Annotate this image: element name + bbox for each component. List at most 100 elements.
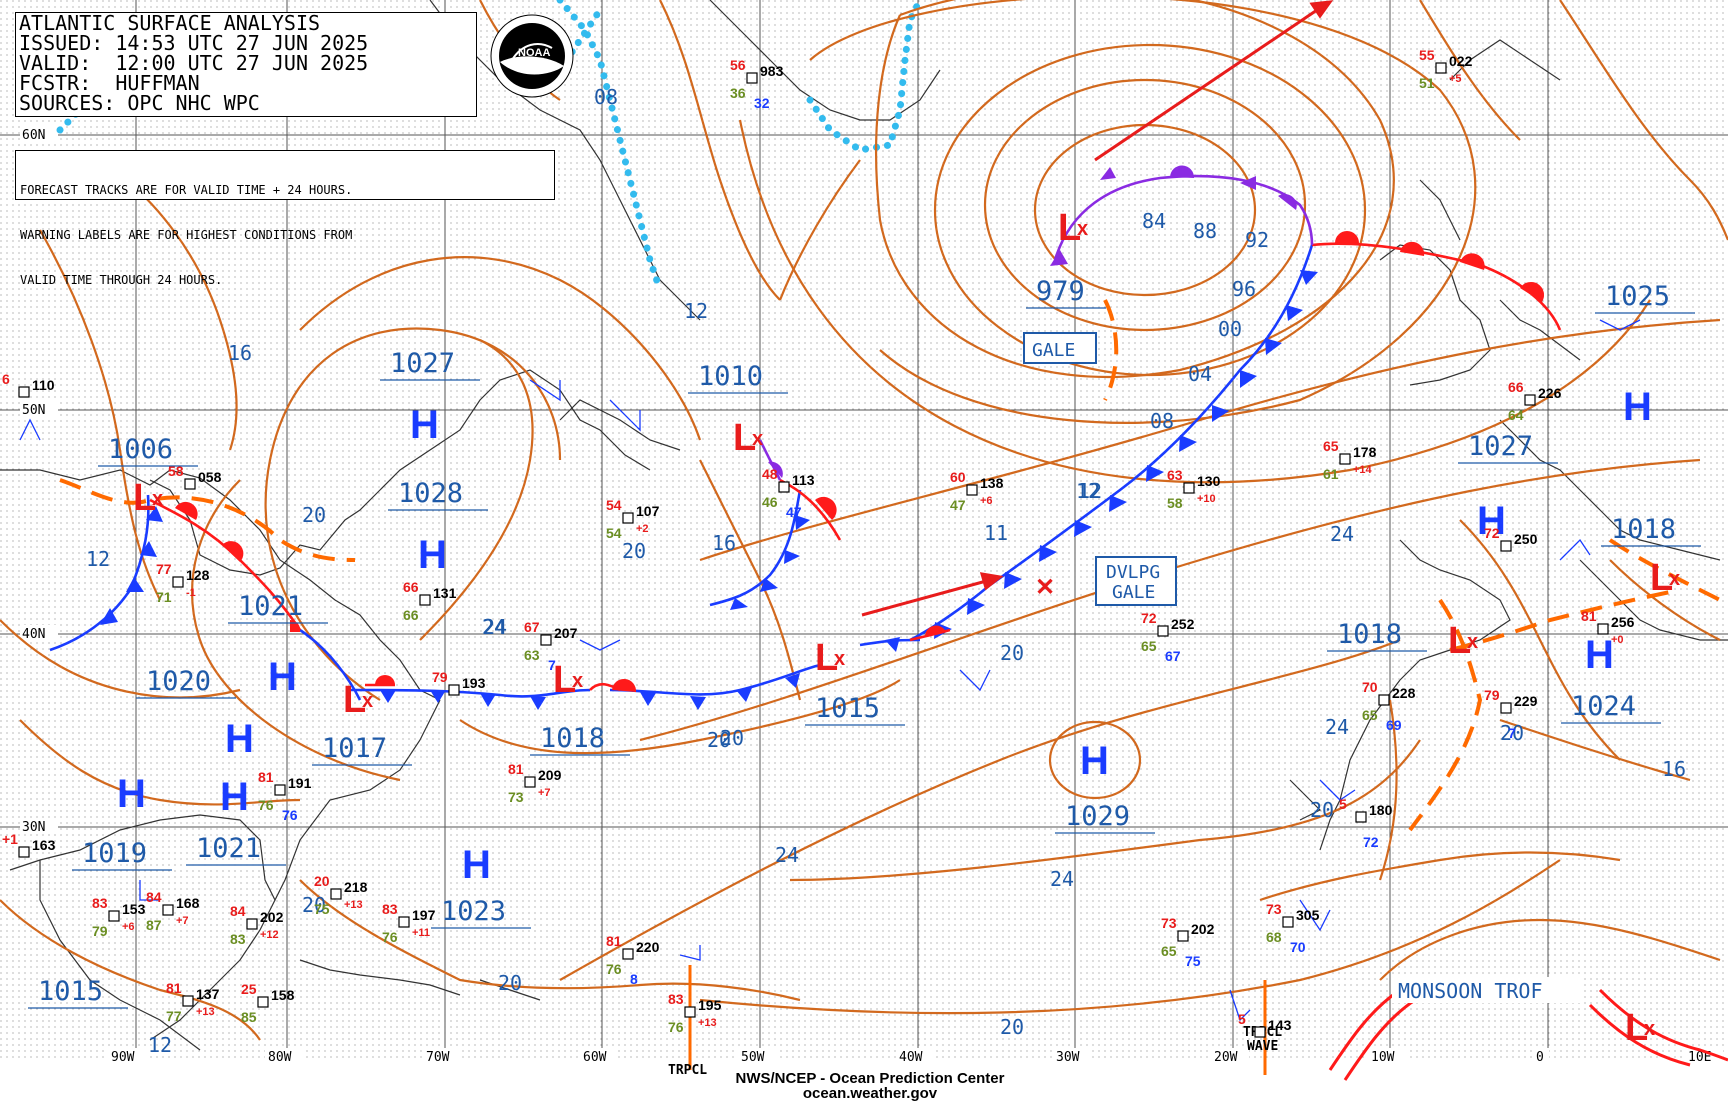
isobar-label: 00 [1218,317,1242,341]
pressure-label: 1018 [1611,514,1676,545]
isobar-label: 20 [1000,641,1024,665]
station-dewpoint: 61 [1323,466,1339,482]
high-symbol: H [410,403,439,447]
pressure-label: 1025 [1605,281,1670,312]
isobar-label: 88 [1193,219,1217,243]
station-dewpoint: 85 [241,1009,257,1025]
isobar-label: 20 [720,726,744,750]
station-temperature: 79 [432,669,448,685]
station-plot: 252 72 65 67 [1141,610,1195,664]
pressure-label: 1021 [196,833,261,864]
svg-text:DVLPG: DVLPG [1106,562,1160,583]
station-pressure: 220 [636,939,660,955]
station-temperature: 20 [314,873,330,889]
isobar-label: 20 [302,503,326,527]
station-marker [540,634,552,646]
station-plot: 163 +1 [2,831,56,858]
station-pressure: 228 [1392,685,1416,701]
station-marker [172,576,184,588]
station-marker [778,481,790,493]
svg-text:GALE: GALE [1112,582,1155,603]
isobars [0,0,1728,1041]
station-plot: 220 81 76 8 [606,933,660,987]
isobar-label: 92 [1245,228,1269,252]
isobar-label: 20 [622,539,646,563]
station-pressure: 202 [1191,921,1215,937]
station-pressure: 229 [1514,693,1538,709]
warm-front-bumps [175,231,1545,692]
station-pressure: 983 [760,63,784,79]
station-dewpoint: 76 [668,1019,684,1035]
station-temperature: 81 [606,933,622,949]
station-marker [1500,540,1512,552]
station-temperature: 81 [508,761,524,777]
station-tendency: +6 [122,921,135,933]
lon-label-20w: 20W [1214,1050,1238,1065]
isobar-label: 20 [1310,798,1334,822]
station-temperature: 5 [1339,796,1347,812]
pressure-label: 1018 [1337,619,1402,650]
station-dewpoint: 68 [1266,929,1282,945]
high-symbol: H [1477,499,1506,543]
station-pressure: 256 [1611,614,1635,630]
low-symbol: L [733,417,756,459]
station-marker [246,918,258,930]
station-marker [1282,916,1294,928]
station-temperature: 70 [1362,679,1378,695]
station-dewpoint: 73 [508,789,524,805]
station-pressure: 202 [260,909,284,925]
isobar-label: 84 [1142,209,1166,233]
station-plot: 178 65 61 +14 [1323,438,1377,482]
isobar-label: 20 [707,728,731,752]
station-temperature: 65 [1323,438,1339,454]
svg-text:x: x [834,648,845,670]
station-tendency: +13 [698,1017,717,1029]
station-marker [1597,623,1609,635]
pressure-label: 1020 [146,666,211,697]
pressure-label: 979 [1036,276,1085,307]
station-temperature: 6 [2,371,10,387]
pressure-label: 1024 [1571,691,1636,722]
footer-credit: NWS/NCEP - Ocean Prediction Center [735,1070,1005,1087]
station-pressure: 128 [186,567,210,583]
header-title: ATLANTIC SURFACE ANALYSIS [19,11,321,35]
station-marker [524,776,536,788]
lon-label-0: 0 [1536,1050,1544,1065]
lon-label-70w: 70W [426,1050,450,1065]
pressure-label: 1015 [815,693,880,724]
station-dewpoint: 76 [258,797,274,813]
station-temperature: 60 [950,469,966,485]
station-plot: 153 83 79 +6 [92,895,146,939]
developing-gale-warning-box: DVLPG GALE [1095,556,1177,606]
station-plot: 022 55 51 +5 [1419,47,1473,91]
station-plot: 110 6 [2,371,55,398]
station-pressure: 163 [32,837,56,853]
pressure-label: 1021 [238,591,303,622]
station-value: 70 [1290,939,1306,955]
station-plot: 128 77 71 -1 [156,561,210,605]
pressure-label-underlines [28,307,1701,1009]
station-marker [966,484,978,496]
isobar-label: 04 [1188,362,1212,386]
station-pressure: 153 [122,901,146,917]
station-value: 8 [630,971,638,987]
low-symbol: L [1058,207,1081,249]
station-dewpoint: 51 [1419,75,1435,91]
isobar-label: 08 [1150,409,1174,433]
station-plot: 113 48 46 47 [762,466,815,520]
station-dewpoint: 79 [92,923,108,939]
isobar-label: 24 [1050,867,1074,891]
station-pressure: 168 [176,895,200,911]
station-plot: 209 81 73 +7 [508,761,562,805]
svg-text:x: x [572,670,583,692]
svg-text:x: x [152,488,163,510]
isobar-label: 12 [86,547,110,571]
coastlines [0,0,1728,1051]
station-tendency: +10 [1197,493,1216,505]
station-plot: 207 67 63 7 [524,619,578,673]
svg-text:x: x [1644,1018,1655,1040]
station-value: 69 [1386,717,1402,733]
station-dewpoint: 65 [1141,638,1157,654]
station-pressure: 113 [792,472,815,488]
station-temperature: 73 [1266,901,1282,917]
